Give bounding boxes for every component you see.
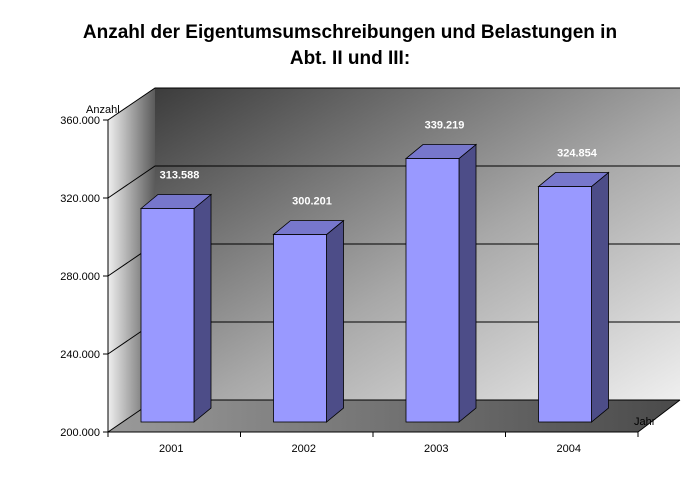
x-tick-label-2002: 2002 xyxy=(292,443,316,455)
x-tick-label-2003: 2003 xyxy=(424,443,448,455)
bar-2004 xyxy=(539,173,609,422)
data-label-2001: 313.588 xyxy=(160,170,200,182)
x-tick-label-2001: 2001 xyxy=(159,443,183,455)
bar-front xyxy=(539,187,592,422)
data-label-2004: 324.854 xyxy=(557,148,598,160)
data-label-2003: 339.219 xyxy=(425,120,465,132)
bar-2001 xyxy=(141,195,211,422)
y-tick-label: 200.000 xyxy=(60,427,100,439)
bar-front xyxy=(141,209,194,422)
bar-side xyxy=(459,145,476,422)
bar-front xyxy=(406,159,459,422)
y-tick-label: 320.000 xyxy=(60,193,100,205)
chart-title-line-1: Anzahl der Eigentumsumschreibungen und B… xyxy=(83,22,617,43)
chart-title-line-2: Abt. II und III: xyxy=(290,48,410,69)
bar-side xyxy=(592,173,609,422)
bar-chart: Anzahl der Eigentumsumschreibungen und B… xyxy=(0,0,700,494)
y-tick-label: 360.000 xyxy=(60,115,100,127)
data-label-2002: 300.201 xyxy=(292,196,332,208)
bar-side xyxy=(327,221,344,422)
bar-2003 xyxy=(406,145,476,422)
y-tick-label: 240.000 xyxy=(60,349,100,361)
x-tick-label-2004: 2004 xyxy=(557,443,581,455)
bar-front xyxy=(274,235,327,422)
x-axis-label: Jahr xyxy=(634,416,656,428)
y-tick-label: 280.000 xyxy=(60,271,100,283)
bar-2002 xyxy=(274,221,344,422)
bar-side xyxy=(194,195,211,422)
y-axis-label: Anzahl xyxy=(86,104,120,116)
